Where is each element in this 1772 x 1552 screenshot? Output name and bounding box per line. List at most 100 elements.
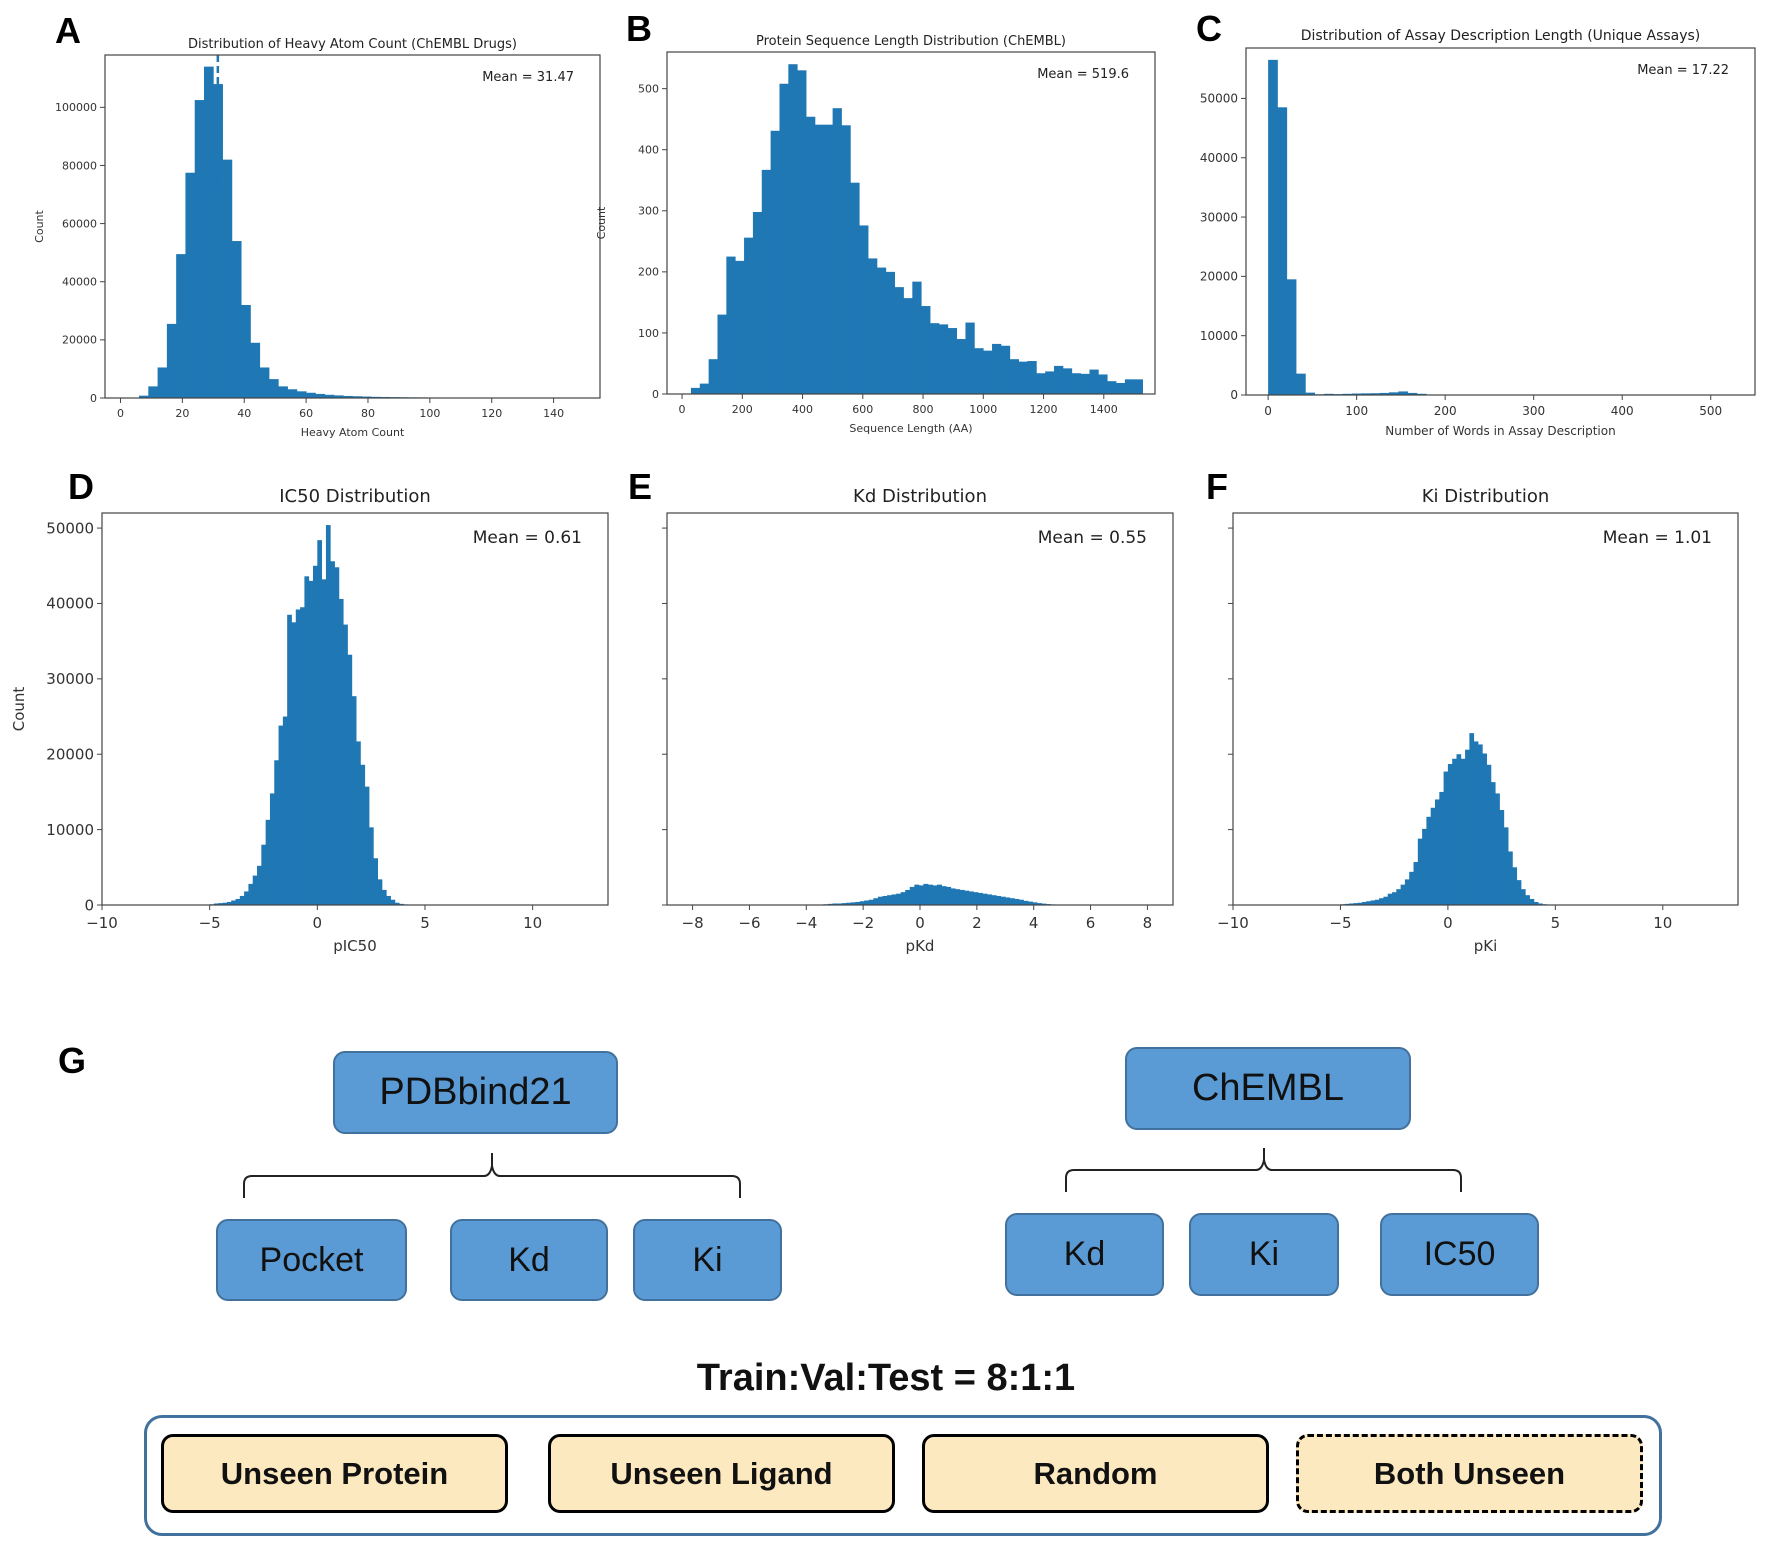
histogram-bar-e <box>996 895 1002 905</box>
histogram-bar-e <box>941 886 947 905</box>
y-tick-label: 40000 <box>46 595 94 613</box>
histogram-bar-f <box>1490 782 1496 905</box>
chart-title-a: Distribution of Heavy Atom Count (ChEMBL… <box>188 37 517 52</box>
histogram-bar-b <box>690 387 701 394</box>
histogram-bar-f <box>1435 799 1440 905</box>
x-tick-label: 140 <box>543 407 564 420</box>
histogram-bar-a <box>222 159 233 398</box>
histogram-bar-d <box>390 899 396 905</box>
pdbbind21-label: PDBbind21 <box>379 1071 572 1113</box>
x-axis-label: Sequence Length (AA) <box>849 422 972 435</box>
y-axis-label: Count <box>33 209 46 242</box>
x-tick-label: 10 <box>523 914 542 932</box>
histogram-bar-b <box>930 323 940 394</box>
x-tick-label: 0 <box>313 914 323 932</box>
x-tick-label: 60 <box>299 407 313 420</box>
histogram-bar-d <box>360 764 366 905</box>
histogram-bar-b <box>859 225 869 394</box>
histogram-bar-b <box>841 125 851 395</box>
histogram-bar-f <box>1361 901 1367 905</box>
histogram-bar-b <box>983 350 993 394</box>
histogram-bar-e <box>841 903 847 905</box>
chembl-child-ki: Ki <box>1189 1213 1339 1296</box>
panel-label-c: C <box>1196 8 1222 49</box>
panel-label-e: E <box>628 466 653 507</box>
x-tick-label: −5 <box>1329 914 1351 932</box>
histogram-bar-d <box>377 879 383 905</box>
histogram-bar-e <box>882 895 888 905</box>
histogram-bar-e <box>946 886 952 905</box>
chembl-child-ic50: IC50 <box>1380 1213 1539 1296</box>
histogram-bar-d <box>282 716 288 905</box>
histogram-bar-f <box>1409 871 1414 905</box>
mean-annotation: Mean = 31.47 <box>482 70 574 85</box>
histogram-bar-f <box>1456 754 1462 905</box>
x-tick-label: 5 <box>1551 914 1561 932</box>
histogram-bar-b <box>903 298 913 394</box>
chart-title-b: Protein Sequence Length Distribution (Ch… <box>756 34 1066 49</box>
chart-title-c: Distribution of Assay Description Length… <box>1301 28 1701 44</box>
histogram-bar-f <box>1396 889 1402 905</box>
histogram-bar-f <box>1430 807 1436 905</box>
histogram-bar-b <box>1018 361 1028 394</box>
y-tick-label: 40000 <box>1200 151 1238 165</box>
histogram-bar-f <box>1439 791 1444 905</box>
histogram-bar-d <box>213 903 219 905</box>
histogram-bar-b <box>1089 369 1099 394</box>
histogram-bar-e <box>982 893 988 905</box>
histogram-bar-a <box>250 342 261 398</box>
histogram-bar-b <box>1098 374 1108 394</box>
x-tick-label: 1200 <box>1030 403 1058 416</box>
histogram-bar-d <box>244 891 249 905</box>
chembl-child-label: Kd <box>1063 1235 1106 1273</box>
histogram-bar-b <box>885 271 896 394</box>
histogram-bar-c <box>1296 373 1306 395</box>
histogram-bar-d <box>321 579 327 905</box>
histogram-bar-d <box>386 895 391 905</box>
x-axis-label: Heavy Atom Count <box>301 426 405 439</box>
x-tick-label: 6 <box>1086 914 1096 932</box>
histogram-bar-d <box>313 565 318 905</box>
y-tick-label: 200 <box>638 266 659 279</box>
histogram-bar-e <box>877 896 883 905</box>
histogram-bar-d <box>239 895 245 905</box>
histogram-bar-b <box>823 124 834 395</box>
chembl-node: ChEMBL <box>1125 1047 1411 1130</box>
histogram-bar-b <box>1116 383 1126 394</box>
histogram-bar-d <box>338 598 344 905</box>
histogram-bar-d <box>274 760 279 905</box>
histogram-bar-d <box>278 725 284 905</box>
histogram-bar-f <box>1357 902 1363 905</box>
x-axis-label: pKd <box>906 937 935 955</box>
histogram-bar-d <box>351 696 357 905</box>
histogram-bar-a <box>259 367 270 398</box>
histogram-bar-e <box>977 892 983 905</box>
histogram-bar-e <box>991 895 997 905</box>
x-tick-label: 0 <box>1443 914 1453 932</box>
histogram-bar-f <box>1374 899 1380 905</box>
histogram-bar-d <box>394 902 400 905</box>
y-tick-label: 0 <box>84 896 94 914</box>
y-tick-label: 10000 <box>1200 329 1238 343</box>
pdbbind-child-ki: Ki <box>633 1219 782 1301</box>
histogram-bar-b <box>868 258 878 394</box>
histogram-bar-e <box>896 893 902 905</box>
histogram-bar-d <box>218 903 223 905</box>
pdbbind-child-label: Pocket <box>259 1240 364 1279</box>
histogram-bar-a <box>287 389 298 398</box>
histogram-bar-b <box>744 237 754 394</box>
histogram-bar-f <box>1383 896 1389 905</box>
histogram-bar-e <box>1023 900 1029 905</box>
histogram-bar-c <box>1407 392 1418 395</box>
histogram-bar-d <box>231 900 236 905</box>
histogram-bar-b <box>894 287 904 394</box>
histogram-bar-e <box>927 884 933 905</box>
x-tick-label: 0 <box>679 403 686 416</box>
histogram-bar-f <box>1460 758 1466 905</box>
y-tick-label: 40000 <box>62 276 97 289</box>
histogram-bar-b <box>1036 373 1046 394</box>
histogram-bar-e <box>846 902 852 905</box>
histogram-panels: 0 20 40 60 80 100 120 1400200004000060000800001… <box>10 28 1756 955</box>
x-tick-label: 10 <box>1653 914 1672 932</box>
histogram-bar-d <box>343 624 348 905</box>
